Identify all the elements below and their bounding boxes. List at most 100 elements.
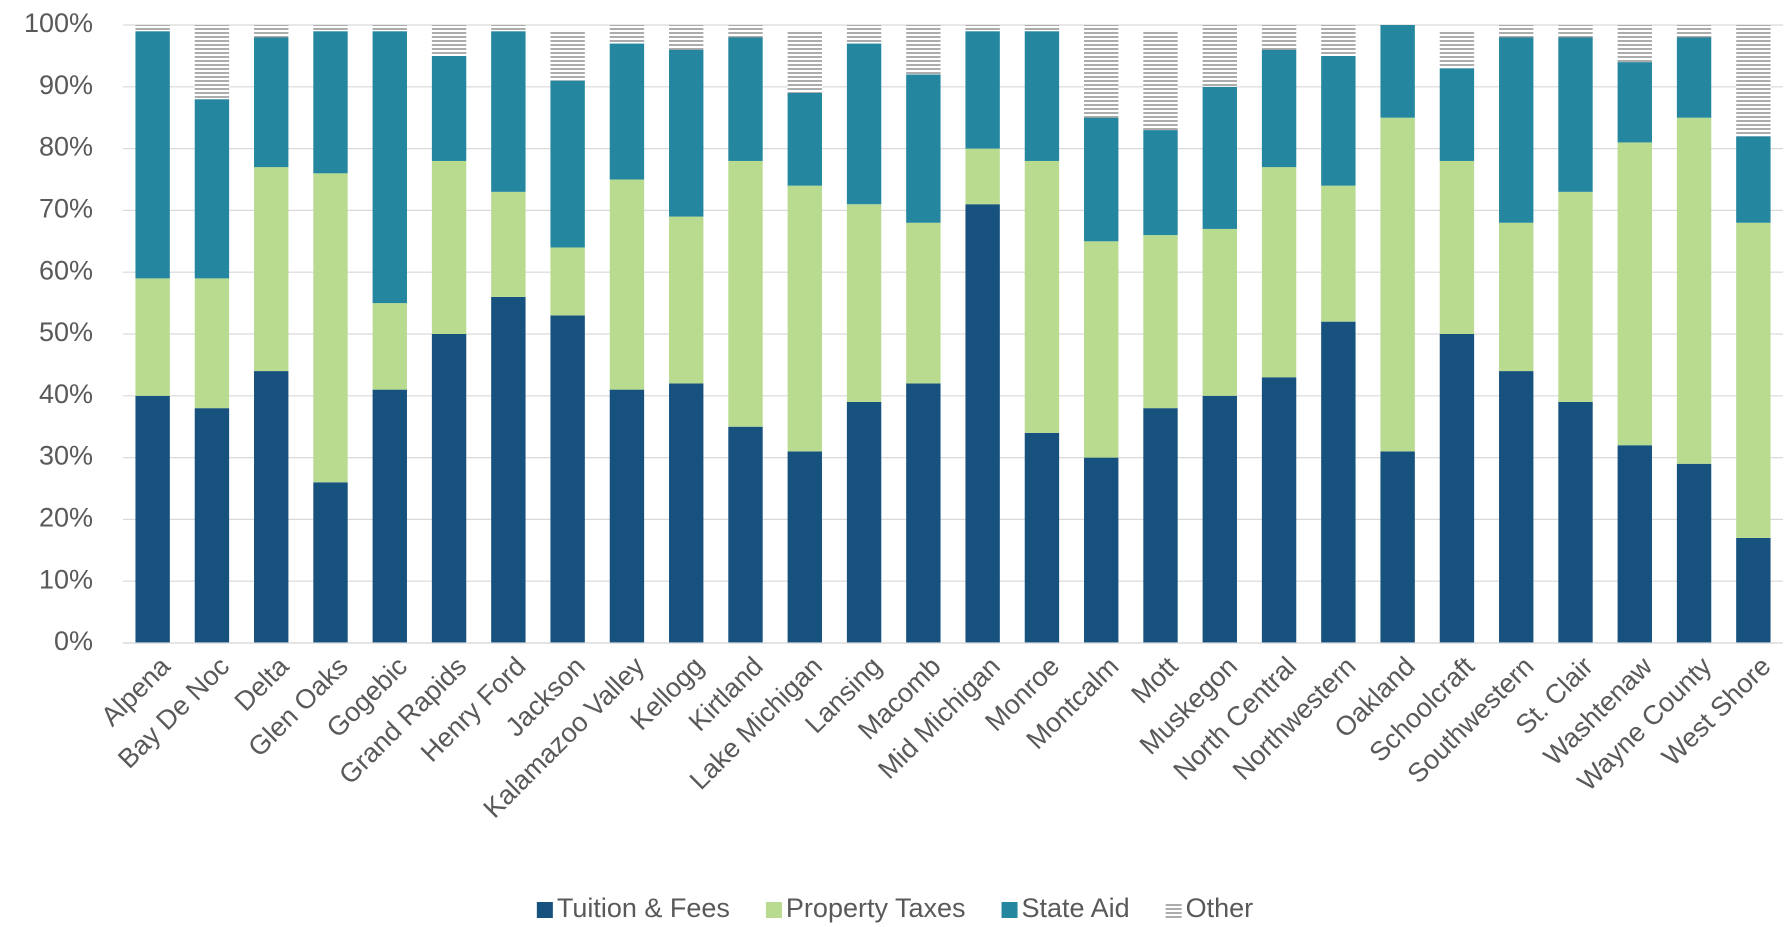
bar-segment (609, 389, 645, 643)
legend-label: Property Taxes (786, 893, 966, 923)
bar-segment (1024, 25, 1060, 32)
y-tick-label: 80% (39, 132, 93, 162)
y-tick-label: 70% (39, 194, 93, 224)
bar-segment (372, 389, 407, 643)
legend-swatch (536, 902, 553, 918)
y-tick-label: 0% (54, 626, 93, 656)
y-tick-label: 10% (39, 564, 93, 594)
bar-segment (1321, 25, 1356, 56)
bar-segment (1084, 457, 1119, 643)
bar-segment (1321, 185, 1356, 322)
bar-segment (1439, 31, 1475, 69)
bar-segment (1261, 49, 1297, 168)
bar-segment (906, 222, 941, 384)
bar-segment (313, 25, 348, 32)
bar-segment (313, 173, 348, 483)
bar-segment (313, 482, 348, 643)
bar-segment (135, 395, 170, 643)
bar-segment (1143, 408, 1178, 643)
bar-segment (1736, 222, 1771, 538)
bar-segment (1380, 117, 1415, 452)
bar-segment (1024, 160, 1060, 433)
bar-segment (1617, 62, 1652, 143)
y-tick-label: 30% (39, 441, 93, 471)
bar-segment (1202, 228, 1237, 396)
bar-segment (1321, 321, 1356, 643)
bar-segment (609, 25, 645, 44)
bar-segment (1143, 130, 1178, 236)
bar-segment (906, 74, 941, 223)
bar-segment (1380, 451, 1415, 643)
bar-segment (1084, 117, 1119, 242)
bar-segment (787, 31, 822, 93)
bar-segment (372, 303, 407, 390)
bar-segment (1499, 37, 1534, 223)
bar-segment (550, 80, 585, 248)
bar-segment (906, 25, 941, 75)
bar-segment (965, 25, 1000, 32)
bar-segment (431, 55, 467, 161)
bar-segment (1143, 235, 1178, 409)
bar-segment (254, 371, 289, 643)
bar-segment (1736, 136, 1771, 223)
bar-segment (194, 25, 230, 100)
bar-segment (1676, 37, 1712, 118)
bar-segment (1024, 31, 1060, 161)
bar-segment (1676, 117, 1712, 464)
bar-segment (254, 167, 289, 372)
y-tick-label: 20% (39, 503, 93, 533)
bar-segment (194, 408, 230, 643)
bar-segment (846, 401, 882, 643)
bar-segment (1558, 401, 1593, 643)
bar-segment (1084, 25, 1119, 118)
bar-segment (1617, 25, 1652, 63)
bar-segment (669, 216, 704, 384)
bar-segment (669, 49, 704, 217)
bar-segment (135, 278, 170, 396)
bar-segment (669, 383, 704, 643)
bar-segment (1261, 25, 1297, 50)
bar-segment (372, 25, 407, 32)
bar-segment (1202, 25, 1237, 87)
bar-segment (728, 37, 763, 161)
bar-segment (372, 31, 407, 304)
bar-segment (965, 204, 1000, 643)
bar-segment (194, 278, 230, 409)
bar-segment (787, 92, 822, 186)
bar-segment (846, 25, 882, 44)
bar-segment (550, 31, 585, 81)
bar-segment (965, 31, 1000, 149)
y-tick-label: 100% (24, 8, 93, 38)
bar-segment (254, 37, 289, 168)
bar-segment (1439, 160, 1475, 334)
bar-segment (906, 383, 941, 643)
bar-segment (1499, 25, 1534, 38)
bar-segment (1558, 37, 1593, 192)
bar-segment (491, 31, 526, 192)
bar-segment (1617, 445, 1652, 643)
bar-segment (1084, 241, 1119, 458)
bar-segment (1202, 395, 1237, 643)
legend-label: State Aid (1022, 893, 1130, 923)
bar-segment (1617, 142, 1652, 446)
bar-segment (1380, 25, 1415, 118)
y-tick-label: 60% (39, 255, 93, 285)
bar-segment (1321, 55, 1356, 186)
bar-segment (431, 25, 467, 56)
bar-segment (254, 25, 289, 38)
bar-segment (1676, 25, 1712, 38)
bar-segment (1024, 432, 1060, 643)
bar-segment (313, 31, 348, 174)
bar-segment (550, 247, 585, 316)
bar-segment (491, 191, 526, 297)
bar-segment (1499, 371, 1534, 643)
bar-segment (609, 179, 645, 390)
bar-segment (1143, 31, 1178, 131)
bar-segment (1736, 25, 1771, 137)
y-tick-label: 40% (39, 379, 93, 409)
legend-swatch (765, 902, 782, 918)
legend-label: Other (1186, 893, 1254, 923)
bar-segment (1202, 86, 1237, 229)
